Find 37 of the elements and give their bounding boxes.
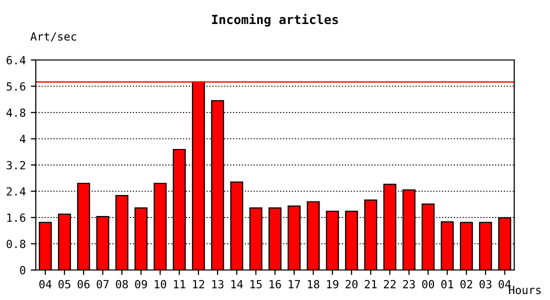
x-tick-label: 04 — [498, 280, 511, 288]
x-tick-label: 21 — [364, 280, 377, 288]
x-tick-label: 04 — [39, 280, 52, 288]
x-tick-label: 13 — [212, 280, 224, 288]
x-tick-label: 12 — [193, 280, 204, 288]
x-tick-label: 08 — [116, 280, 128, 288]
y-tick-label: 0.8 — [6, 240, 26, 248]
x-tick-label: 00 — [422, 280, 434, 288]
x-tick-label: 19 — [327, 280, 338, 288]
x-tick-label: 09 — [135, 280, 147, 288]
x-tick-label: 14 — [231, 280, 243, 288]
y-tick-label: 3.2 — [6, 161, 26, 170]
x-tick-label: 17 — [288, 280, 300, 288]
x-tick-label: 06 — [78, 280, 90, 288]
x-tick-label: 18 — [308, 280, 320, 288]
x-tick-label: 15 — [250, 280, 262, 288]
x-tick-label: 03 — [480, 280, 492, 288]
y-axis-title: Art/sec — [30, 32, 76, 42]
chart-title: Incoming articles — [212, 14, 338, 27]
x-tick-label: 07 — [96, 280, 109, 288]
y-tick-label: 4 — [20, 134, 26, 143]
y-tick-label: 0 — [20, 266, 26, 274]
x-axis-title: Hours — [509, 286, 541, 294]
x-tick-label: 22 — [384, 280, 396, 288]
x-tick-label: 16 — [270, 280, 281, 288]
x-tick-label: 20 — [346, 280, 358, 288]
x-tick-label: 02 — [460, 280, 472, 288]
y-tick-label: 4.8 — [6, 108, 26, 117]
x-tick-label: 05 — [58, 280, 70, 288]
x-tick-label: 01 — [441, 280, 454, 288]
y-tick-label: 2.4 — [6, 187, 26, 196]
y-tick-label: 5.6 — [6, 82, 26, 91]
y-tick-label: 6.4 — [6, 56, 26, 64]
x-tick-label: 10 — [154, 280, 166, 288]
x-tick-label: 23 — [403, 280, 415, 288]
y-tick-label: 1.6 — [7, 214, 26, 222]
x-tick-label: 11 — [174, 280, 186, 288]
